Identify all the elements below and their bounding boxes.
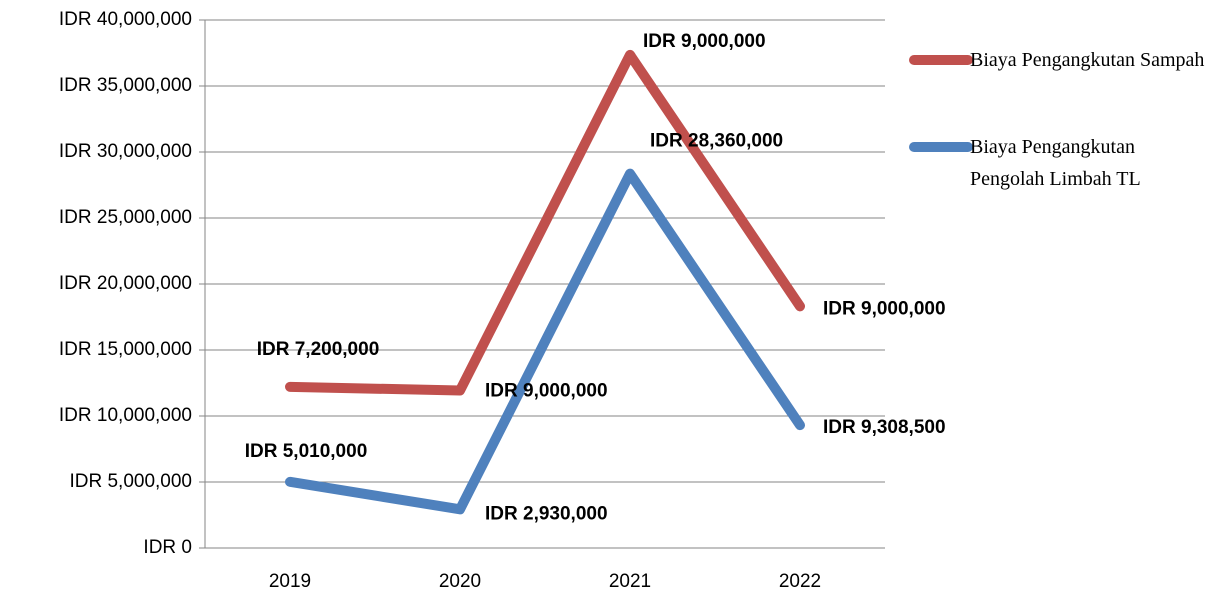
x-tick-label: 2021 [609, 571, 651, 592]
y-tick-label: IDR 25,000,000 [59, 207, 192, 228]
series-line [285, 168, 805, 515]
series-line [285, 49, 805, 396]
y-tick-label: IDR 10,000,000 [59, 405, 192, 426]
data-label: IDR 9,000,000 [485, 381, 608, 402]
data-label: IDR 7,200,000 [257, 339, 380, 360]
y-tick-label: IDR 0 [143, 537, 192, 558]
data-label: IDR 9,308,500 [823, 417, 946, 438]
y-tick-label: IDR 15,000,000 [59, 339, 192, 360]
legend-label: Biaya Pengangkutan Pengolah Limbah TL [970, 136, 1141, 190]
y-tick-label: IDR 35,000,000 [59, 75, 192, 96]
x-tick-label: 2022 [779, 571, 821, 592]
y-tick-label: IDR 30,000,000 [59, 141, 192, 162]
y-tick-label: IDR 5,000,000 [69, 471, 192, 492]
data-label: IDR 28,360,000 [650, 131, 783, 152]
y-tick-label: IDR 20,000,000 [59, 273, 192, 294]
x-tick-label: 2020 [439, 571, 481, 592]
data-label: IDR 9,000,000 [823, 298, 946, 319]
legend-label: Biaya Pengangkutan Sampah [970, 49, 1205, 71]
data-label: IDR 2,930,000 [485, 503, 608, 524]
data-label: IDR 9,000,000 [643, 31, 766, 52]
x-tick-label: 2019 [269, 571, 311, 592]
data-label: IDR 5,010,000 [245, 441, 368, 462]
y-tick-label: IDR 40,000,000 [59, 9, 192, 30]
